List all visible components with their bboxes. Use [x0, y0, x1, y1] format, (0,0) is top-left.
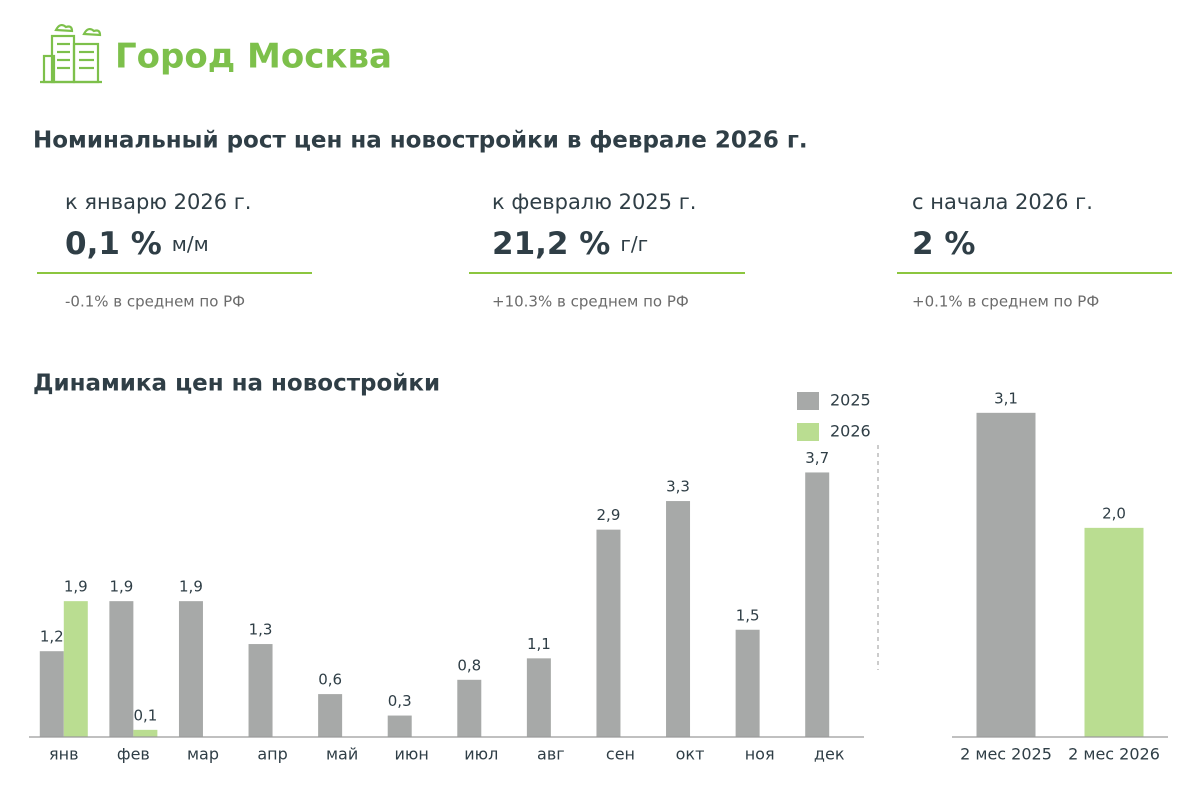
data-label: 1,9 [179, 578, 203, 596]
x-tick-label: 2 мес 2025 [960, 745, 1052, 764]
data-label: 3,7 [805, 449, 829, 467]
kpi-label: к январю 2026 г. [65, 190, 251, 214]
x-tick-label: апр [257, 745, 287, 764]
kpi-value: 2 % [912, 226, 975, 262]
legend-label: 2026 [830, 422, 871, 441]
bar [318, 694, 343, 737]
kpi-note: +10.3% в среднем по РФ [492, 293, 689, 311]
data-label: 2,0 [1102, 504, 1126, 522]
x-tick-label: июн [395, 745, 429, 764]
kpi-number: 21,2 % [492, 226, 610, 262]
kpi-number: 2 % [912, 226, 975, 262]
data-label: 3,1 [994, 389, 1018, 407]
data-label: 1,3 [249, 621, 273, 639]
data-label: 1,9 [109, 578, 133, 596]
kpi-label: к февралю 2025 г. [492, 190, 696, 214]
bar [248, 644, 273, 737]
subtitle: Номинальный рост цен на новостройки в фе… [33, 128, 808, 154]
bar [109, 601, 134, 737]
legend-label: 2025 [830, 391, 871, 410]
bar [39, 651, 64, 737]
x-tick-label: янв [49, 745, 79, 764]
data-label: 0,8 [457, 656, 481, 674]
kpi-label: с начала 2026 г. [912, 190, 1093, 214]
bar [133, 729, 158, 737]
data-label: 2,9 [597, 506, 621, 524]
x-tick-label: окт [676, 745, 705, 764]
x-tick-label: сен [606, 745, 635, 764]
kpi-unit: г/г [620, 232, 648, 256]
bar [1084, 527, 1144, 737]
data-label: 1,9 [64, 578, 88, 596]
bar [735, 629, 760, 737]
chart-title: Динамика цен на новостройки [33, 371, 440, 397]
kpi-value: 0,1 % м/м [65, 226, 209, 262]
data-label: 1,1 [527, 635, 551, 653]
bar [526, 658, 551, 737]
bar [666, 501, 691, 737]
bar [63, 601, 88, 737]
x-tick-label: май [326, 745, 358, 764]
bar [596, 529, 621, 737]
x-tick-label: дек [814, 745, 845, 764]
bar [805, 472, 830, 737]
x-tick-label: ноя [745, 745, 775, 764]
x-tick-label: мар [187, 745, 219, 764]
data-label: 0,6 [318, 671, 342, 689]
x-tick-label: авг [537, 745, 565, 764]
data-label: 1,2 [40, 628, 64, 646]
legend-swatch [797, 423, 819, 441]
page-title: Город Москва [115, 37, 392, 77]
kpi-note: +0.1% в среднем по РФ [912, 293, 1099, 311]
kpi-unit: м/м [172, 232, 209, 256]
bar [976, 412, 1036, 737]
data-label: 0,3 [388, 692, 412, 710]
x-tick-label: июл [464, 745, 498, 764]
data-label: 0,1 [133, 706, 157, 724]
kpi-note: -0.1% в среднем по РФ [65, 293, 245, 311]
bar [387, 715, 412, 737]
city-icon [40, 23, 102, 84]
x-tick-label: фев [117, 745, 150, 764]
kpi-number: 0,1 % [65, 226, 162, 262]
legend-swatch [797, 392, 819, 410]
kpi-value: 21,2 % г/г [492, 226, 648, 262]
x-tick-label: 2 мес 2026 [1068, 745, 1160, 764]
data-label: 1,5 [736, 606, 760, 624]
data-label: 3,3 [666, 478, 690, 496]
bar [178, 601, 203, 737]
bar [457, 679, 482, 737]
